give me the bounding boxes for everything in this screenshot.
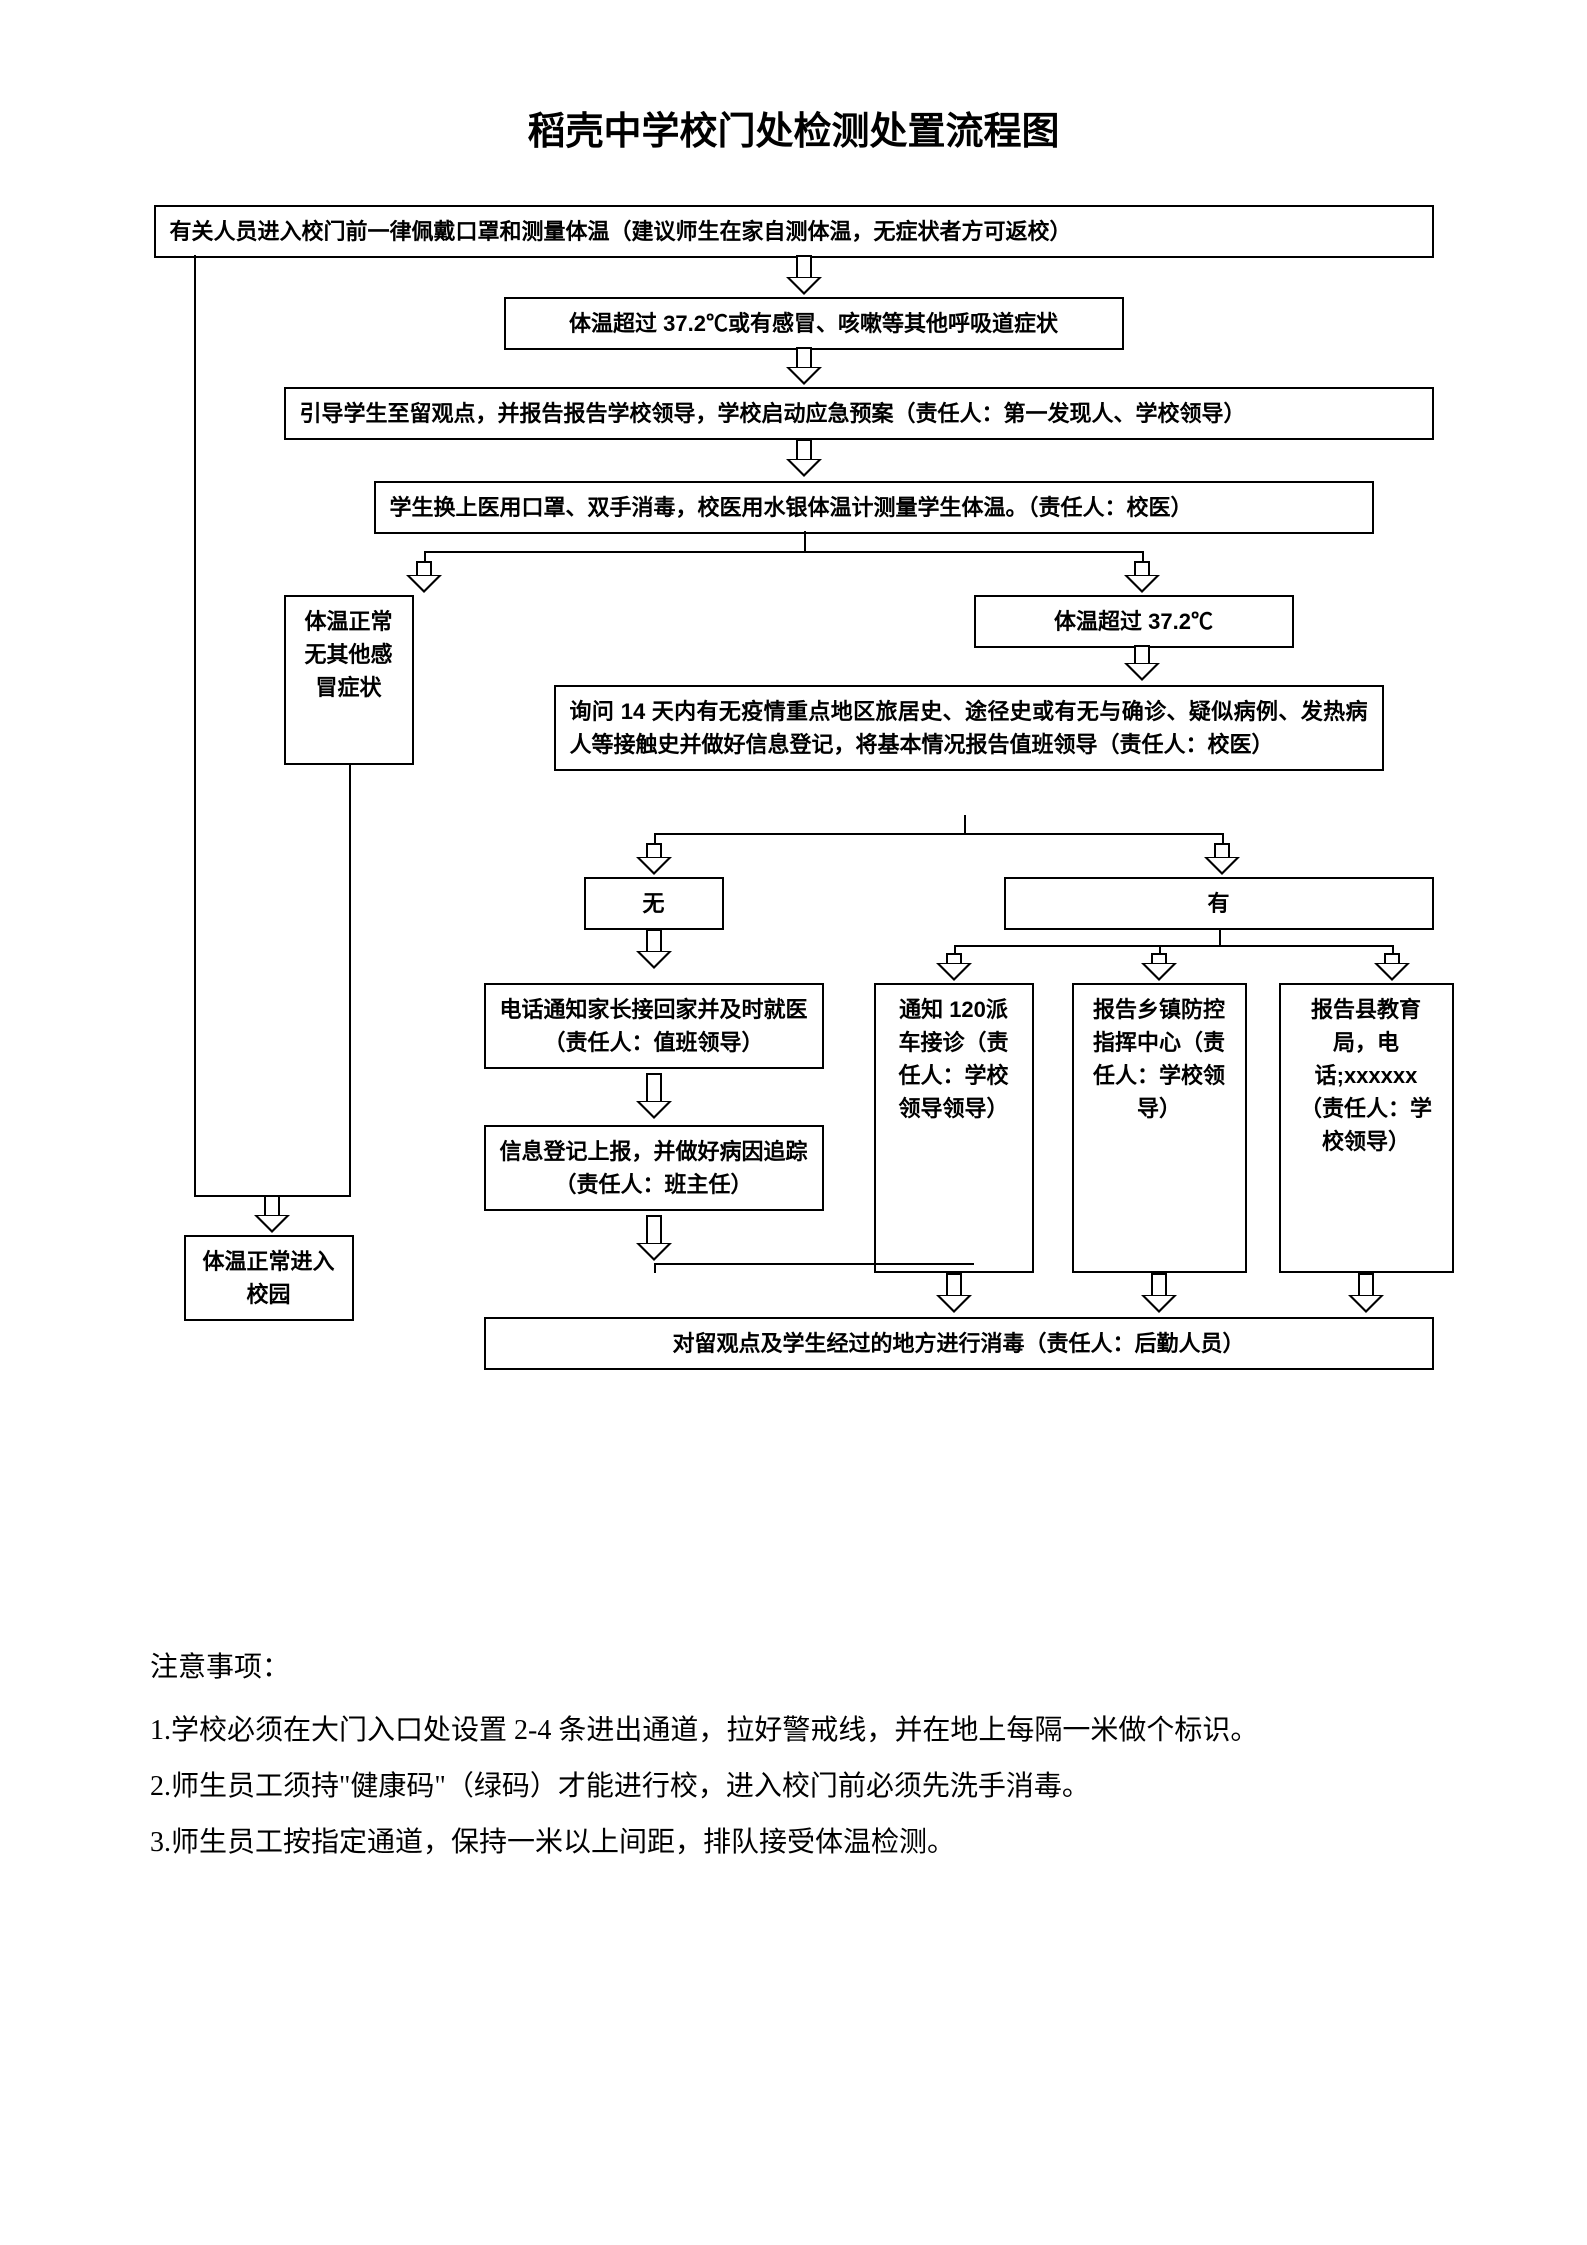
arrow-n4-right (1122, 561, 1162, 593)
flowchart-container: 有关人员进入校门前一律佩戴口罩和测量体温（建议师生在家自测体温，无症状者方可返校… (154, 205, 1434, 1605)
node-yes: 有 (1004, 877, 1434, 930)
node-town: 报告乡镇防控指挥中心（责任人：学校领导） (1072, 983, 1247, 1273)
conn-track-collect-h (654, 1263, 974, 1265)
conn-yes-v2 (1159, 945, 1161, 953)
node-temp-over-2: 体温超过 37.2℃ (974, 595, 1294, 648)
arrow-enter (252, 1195, 292, 1233)
arrow-120-disinfect (934, 1273, 974, 1313)
node-guide-report: 引导学生至留观点，并报告报告学校领导，学校启动应急预案（责任人：第一发现人、学校… (284, 387, 1434, 440)
conn-n6-branch-h (654, 833, 1224, 835)
arrow-call-track (634, 1073, 674, 1119)
arrow-town-disinfect (1139, 1273, 1179, 1313)
conn-n4-right-v (1142, 551, 1144, 561)
notes-title: 注意事项： (150, 1645, 1437, 1685)
node-track: 信息登记上报，并做好病因追踪（责任人：班主任） (484, 1125, 824, 1211)
arrow-yes-120 (934, 953, 974, 981)
conn-n6-branch-v (964, 815, 966, 833)
node-call-parent: 电话通知家长接回家并及时就医（责任人：值班领导） (484, 983, 824, 1069)
conn-yes-v3 (1392, 945, 1394, 953)
arrow-yes-edu (1372, 953, 1412, 981)
conn-n4-branch-h (424, 551, 1144, 553)
conn-yes-h (954, 945, 1394, 947)
node-edu: 报告县教育局，电话;xxxxxx（责任人：学校领导） (1279, 983, 1454, 1273)
arrow-yes-town (1139, 953, 1179, 981)
conn-n4-left-v (424, 551, 426, 561)
arrow-track-disinfect (634, 1215, 674, 1261)
node-no: 无 (584, 877, 724, 930)
conn-left-main-v (194, 255, 196, 1195)
conn-n4-branch-v (804, 531, 806, 551)
node-entry: 有关人员进入校门前一律佩戴口罩和测量体温（建议师生在家自测体温，无症状者方可返校… (154, 205, 1434, 258)
arrow-n4-left (404, 561, 444, 593)
node-enter-campus: 体温正常进入校园 (184, 1235, 354, 1321)
conn-track-collect-v (654, 1263, 656, 1273)
notes-item-1: 1.学校必须在大门入口处设置 2-4 条进出通道，拉好警戒线，并在地上每隔一米做… (150, 1703, 1437, 1759)
node-temp-over: 体温超过 37.2℃或有感冒、咳嗽等其他呼吸道症状 (504, 297, 1124, 350)
node-disinfect: 对留观点及学生经过的地方进行消毒（责任人：后勤人员） (484, 1317, 1434, 1370)
conn-yes-v (1219, 929, 1221, 945)
arrow-edu-disinfect (1346, 1273, 1386, 1313)
arrow-n6-no (634, 843, 674, 875)
arrow-n2-n3 (784, 347, 824, 385)
page-title: 稻壳中学校门处检测处置流程图 (150, 100, 1437, 155)
node-inquiry: 询问 14 天内有无疫情重点地区旅居史、途径史或有无与确诊、疑似病例、发热病人等… (554, 685, 1384, 771)
conn-n6-l-v (654, 833, 656, 843)
node-mask-retest: 学生换上医用口罩、双手消毒，校医用水银体温计测量学生体温。（责任人：校医） (374, 481, 1374, 534)
node-temp-normal: 体温正常无其他感冒症状 (284, 595, 414, 765)
arrow-n5r-n6 (1122, 645, 1162, 681)
notes-item-3: 3.师生员工按指定通道，保持一米以上间距，排队接受体温检测。 (150, 1815, 1437, 1871)
conn-yes-v1 (954, 945, 956, 953)
conn-n5left-down (349, 765, 351, 1195)
notes-item-2: 2.师生员工须持"健康码"（绿码）才能进行校，进入校门前必须先洗手消毒。 (150, 1759, 1437, 1815)
arrow-n1-n2 (784, 255, 824, 295)
arrow-n3-n4 (784, 439, 824, 477)
arrow-no-call (634, 929, 674, 969)
conn-n6-r-v (1222, 833, 1224, 843)
node-120: 通知 120派车接诊（责任人：学校领导领导） (874, 983, 1034, 1273)
arrow-n6-yes (1202, 843, 1242, 875)
